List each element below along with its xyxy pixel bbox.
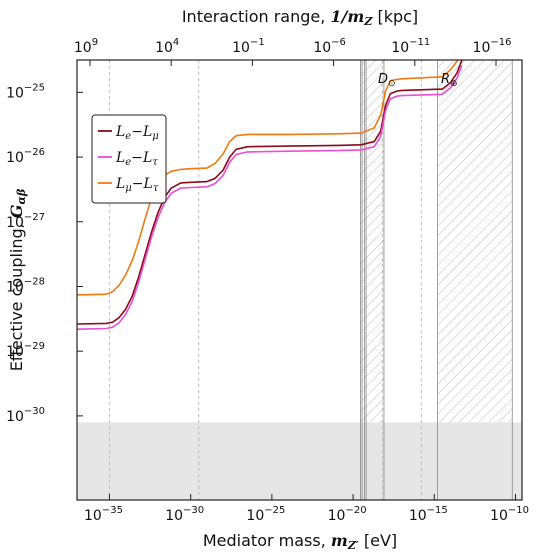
top-axis-title: Interaction range, 1/mZ [kpc]	[182, 7, 418, 28]
vertical-markers	[109, 60, 513, 500]
series-line	[77, 60, 463, 325]
legend-label: Le−Lμ	[115, 124, 159, 142]
top-tick-label: 109	[74, 37, 98, 56]
x-tick-label: 10−25	[246, 505, 285, 524]
earth-radius-label: R⊕	[441, 72, 458, 89]
x-tick-label: 10−10	[490, 505, 529, 524]
y-tick-label: 10−27	[6, 212, 45, 231]
x-tick-label: 10−20	[328, 505, 367, 524]
x-tick-label: 10−35	[84, 505, 123, 524]
x-axis-title: Mediator mass, mZ′ [eV]	[203, 531, 397, 552]
sun-distance-label: D⊙	[378, 72, 396, 89]
top-tick-label: 10−6	[313, 37, 346, 56]
top-tick-label: 10−16	[473, 37, 512, 56]
series-line	[77, 64, 463, 330]
plot-frame	[76, 59, 523, 501]
y-tick-label: 10−29	[6, 341, 45, 360]
top-axis-ticks: 109 104 10−1 10−6 10−11 10−16	[74, 37, 512, 66]
x-tick-label: 10−15	[409, 505, 448, 524]
y-axis-ticks: 10−30 10−29 10−28 10−27 10−26 10−25	[6, 82, 83, 425]
y-axis-title: Effective coupling, Gαβ	[7, 188, 28, 371]
x-axis-ticks: 10−35 10−30 10−25 10−20 10−15 10−10	[84, 494, 529, 524]
y-tick-label: 10−25	[6, 82, 45, 101]
annotations: D⊙ R⊕	[378, 72, 458, 89]
top-tick-label: 104	[155, 37, 179, 56]
top-tick-label: 10−1	[232, 37, 265, 56]
legend: Le−Lμ Le−Lτ Lμ−Lτ	[91, 114, 167, 204]
x-tick-label: 10−30	[165, 505, 204, 524]
legend-box	[91, 114, 167, 204]
shaded-regions	[77, 60, 522, 500]
series-line	[77, 60, 459, 296]
y-tick-label: 10−26	[6, 147, 45, 166]
top-tick-label: 10−11	[391, 37, 430, 56]
legend-label: Le−Lτ	[115, 150, 158, 168]
y-tick-label: 10−28	[6, 276, 45, 295]
y-tick-label: 10−30	[6, 406, 45, 425]
legend-label: Lμ−Lτ	[115, 176, 159, 194]
weak-gravity-region	[77, 422, 522, 500]
series-layer	[77, 60, 463, 330]
